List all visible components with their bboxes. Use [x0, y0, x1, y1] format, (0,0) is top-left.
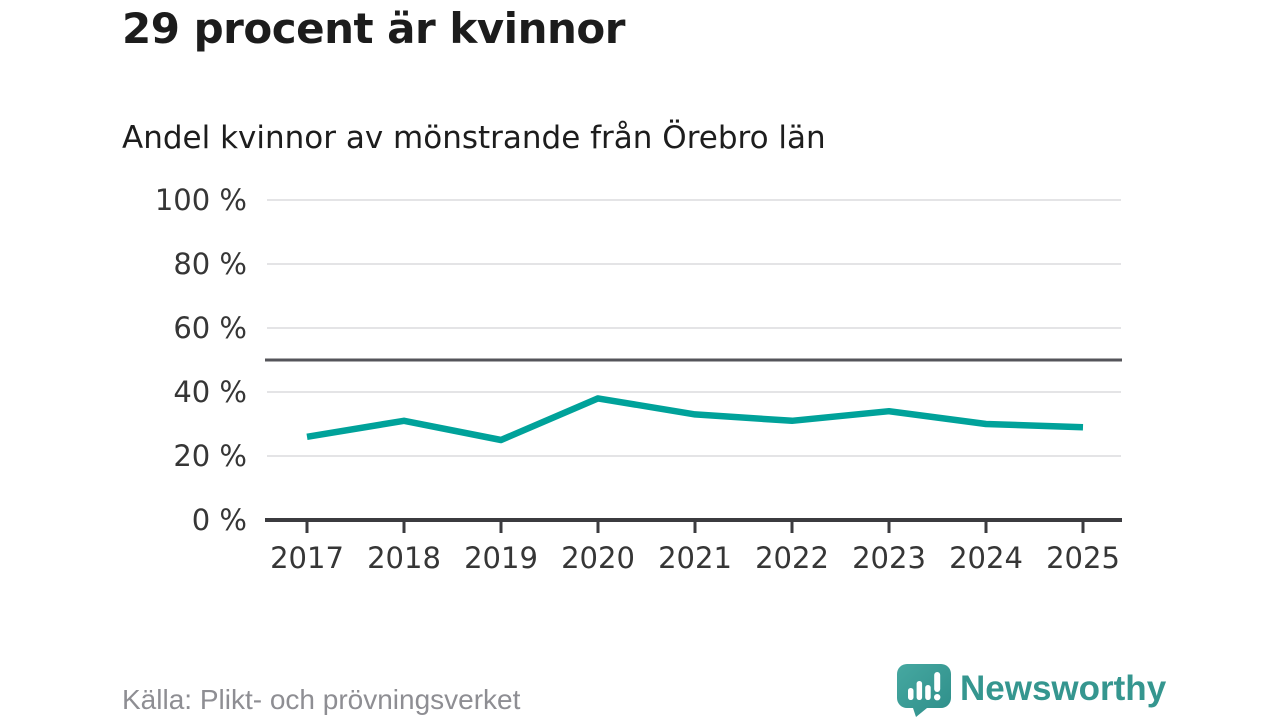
- newsworthy-wordmark: Newsworthy: [960, 669, 1167, 708]
- x-tick-label: 2024: [949, 541, 1023, 575]
- y-tick-label: 100 %: [155, 183, 247, 217]
- exclamation-dot: [934, 694, 941, 701]
- data-line: [306, 395, 1084, 444]
- speech-bubble-shape: [897, 664, 951, 717]
- x-tick-label: 2020: [561, 541, 635, 575]
- y-tick-label: 60 %: [173, 311, 247, 345]
- x-tick-label: 2023: [852, 541, 926, 575]
- y-tick-label: 20 %: [173, 439, 247, 473]
- newsworthy-logo: Newsworthy: [897, 664, 1166, 717]
- x-tick-label: 2025: [1046, 541, 1120, 575]
- x-tick-label: 2021: [658, 541, 732, 575]
- x-tick-label: 2017: [270, 541, 344, 575]
- y-tick-label: 80 %: [173, 247, 247, 281]
- y-tick-label: 0 %: [192, 503, 247, 537]
- chart-title: 29 procent är kvinnor: [122, 4, 625, 53]
- x-tick-label: 2022: [755, 541, 829, 575]
- x-tick-label: 2019: [464, 541, 538, 575]
- y-tick-label: 40 %: [173, 375, 247, 409]
- x-tick-label: 2018: [367, 541, 441, 575]
- bar-chart-glyph: [908, 672, 941, 701]
- chart-subtitle: Andel kvinnor av mönstrande från Örebro …: [122, 120, 826, 156]
- source-note: Källa: Plikt- och prövningsverket: [122, 684, 521, 715]
- exclamation-bar: [934, 672, 941, 692]
- newsworthy-logo-icon: [897, 664, 951, 717]
